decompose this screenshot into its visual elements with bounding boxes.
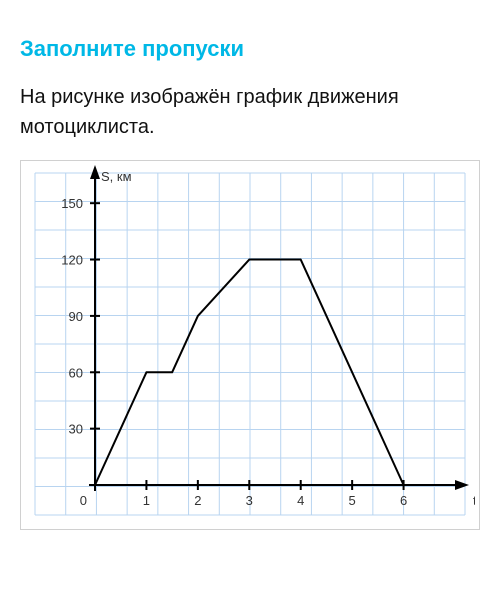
svg-text:2: 2 — [194, 493, 201, 508]
svg-text:150: 150 — [61, 196, 83, 211]
svg-text:1: 1 — [143, 493, 150, 508]
svg-text:3: 3 — [246, 493, 253, 508]
exercise-title: Заполните пропуски — [20, 36, 480, 62]
svg-text:60: 60 — [69, 366, 83, 381]
svg-text:30: 30 — [69, 422, 83, 437]
svg-text:t, ч: t, ч — [473, 493, 475, 508]
svg-text:4: 4 — [297, 493, 304, 508]
svg-text:90: 90 — [69, 309, 83, 324]
svg-text:0: 0 — [80, 493, 87, 508]
exercise-body: На рисунке изображён график движения мот… — [20, 82, 480, 142]
svg-text:120: 120 — [61, 253, 83, 268]
chart-container: 30 60 90 120 150 0 1 2 3 4 5 6 S, км t, ч — [20, 160, 480, 530]
svg-text:6: 6 — [400, 493, 407, 508]
svg-text:S, км: S, км — [101, 169, 132, 184]
motion-chart: 30 60 90 120 150 0 1 2 3 4 5 6 S, км t, ч — [25, 165, 475, 525]
svg-text:5: 5 — [349, 493, 356, 508]
